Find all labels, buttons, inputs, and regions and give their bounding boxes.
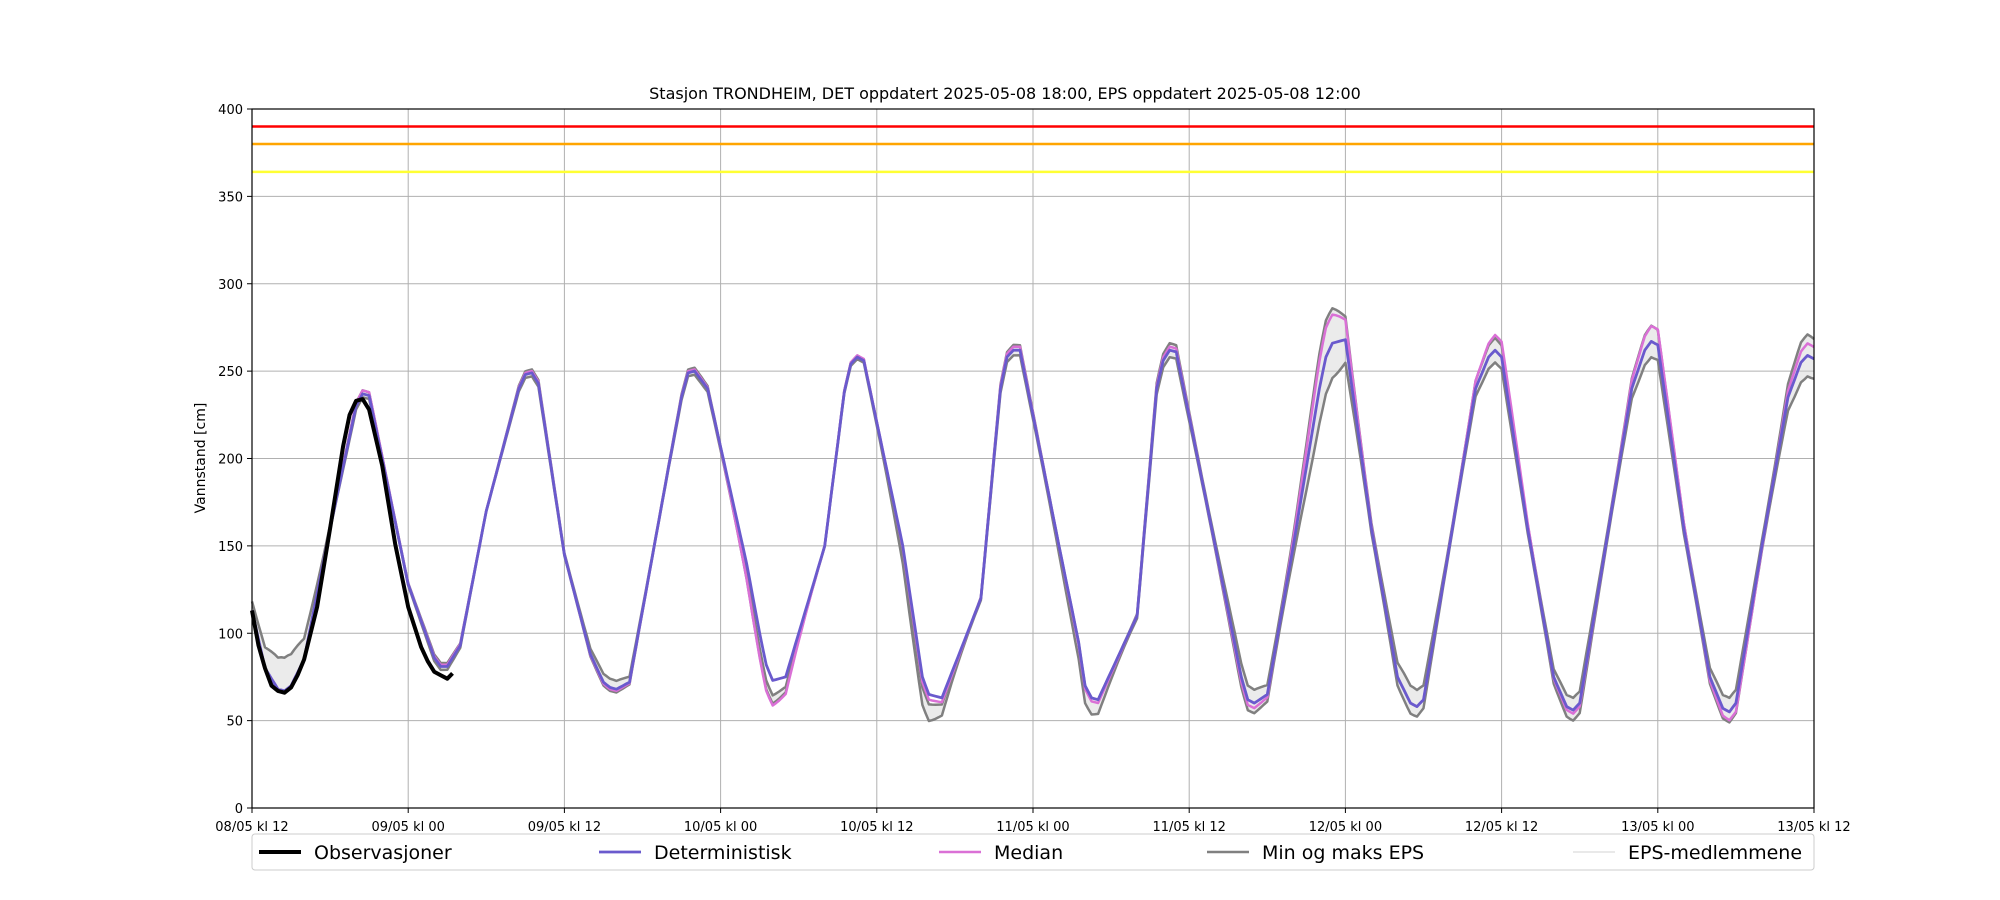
x-axis: 08/05 kl 12 09/05 kl 00 09/05 kl 12 10/05 k… [215, 808, 1851, 835]
y-tick-label: 50 [226, 715, 243, 730]
legend-label: Median [994, 842, 1063, 864]
x-tick-label: 10/05 kl 12 [840, 820, 913, 835]
x-tick-label: 11/05 kl 00 [996, 820, 1069, 835]
y-axis: 0 50 100 150 200 250 300 350 400 [218, 103, 252, 817]
grid [251, 108, 1815, 809]
y-tick-label: 350 [218, 190, 243, 205]
x-tick-label: 11/05 kl 12 [1152, 820, 1225, 835]
y-tick-label: 400 [218, 103, 243, 118]
legend-label: Min og maks EPS [1262, 842, 1424, 864]
observations-line [250, 397, 454, 695]
x-tick-label: 13/05 kl 12 [1777, 820, 1850, 835]
x-tick-label: 12/05 kl 00 [1309, 820, 1382, 835]
y-tick-label: 250 [218, 365, 243, 380]
y-tick-label: 200 [218, 453, 243, 468]
series-layer [250, 307, 1815, 724]
legend: Observasjoner Deterministisk Median Min og … [251, 833, 1815, 871]
y-tick-label: 300 [218, 278, 243, 293]
chart-title: Stasjon TRONDHEIM, DET oppdatert 2025-05… [649, 84, 1361, 103]
y-tick-label: 0 [235, 802, 243, 817]
x-tick-label: 13/05 kl 00 [1621, 820, 1694, 835]
legend-frame [251, 833, 1815, 871]
y-tick-label: 100 [218, 627, 243, 642]
x-tick-label: 10/05 kl 00 [684, 820, 757, 835]
y-axis-label: Vannstand [cm] [193, 403, 209, 514]
legend-label: Observasjoner [314, 842, 452, 864]
legend-label: Deterministisk [654, 842, 792, 864]
x-tick-label: 08/05 kl 12 [215, 820, 288, 835]
y-tick-label: 150 [218, 540, 243, 555]
x-tick-label: 12/05 kl 12 [1465, 820, 1538, 835]
x-tick-label: 09/05 kl 12 [528, 820, 601, 835]
threshold-lines [252, 125, 1814, 174]
x-tick-label: 09/05 kl 00 [371, 820, 444, 835]
legend-label: EPS-medlemmene [1628, 842, 1802, 864]
deterministic-line [250, 338, 1815, 714]
